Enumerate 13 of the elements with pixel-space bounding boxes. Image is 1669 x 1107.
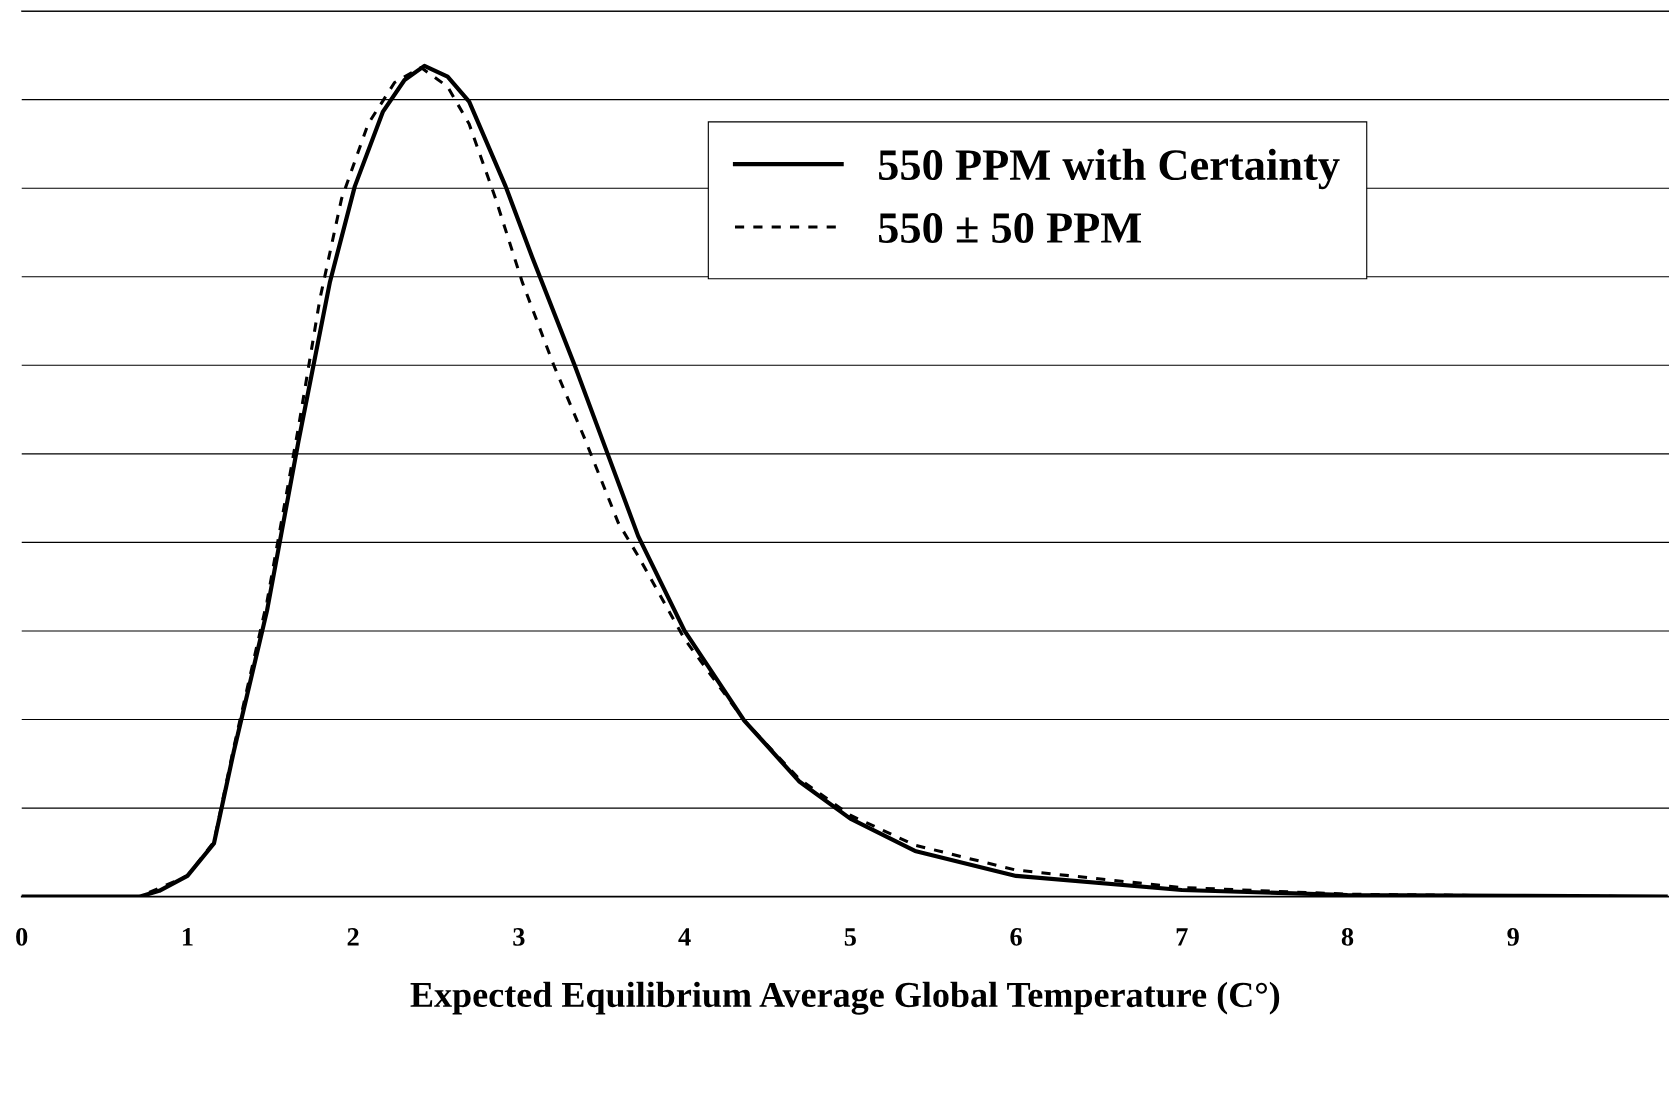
legend-label: 550 ± 50 PPM <box>878 213 1142 243</box>
x-tick-label: 5 <box>844 928 856 946</box>
x-tick-label: 4 <box>678 928 691 946</box>
x-tick-label: 6 <box>1010 928 1022 946</box>
x-tick-label: 0 <box>16 927 28 946</box>
x-tick-label: 9 <box>1507 928 1519 946</box>
legend-label: 550 PPM with Certainty <box>878 148 1340 190</box>
x-axis-title: Expected Equilibrium Average Global Temperature (C°) <box>410 981 1280 1015</box>
x-tick-label: 1 <box>182 928 193 946</box>
x-tick-label: 7 <box>1176 928 1188 946</box>
x-tick-label: 2 <box>347 928 359 946</box>
x-tick-label: 8 <box>1341 927 1354 946</box>
x-tick-label: 3 <box>513 928 525 946</box>
